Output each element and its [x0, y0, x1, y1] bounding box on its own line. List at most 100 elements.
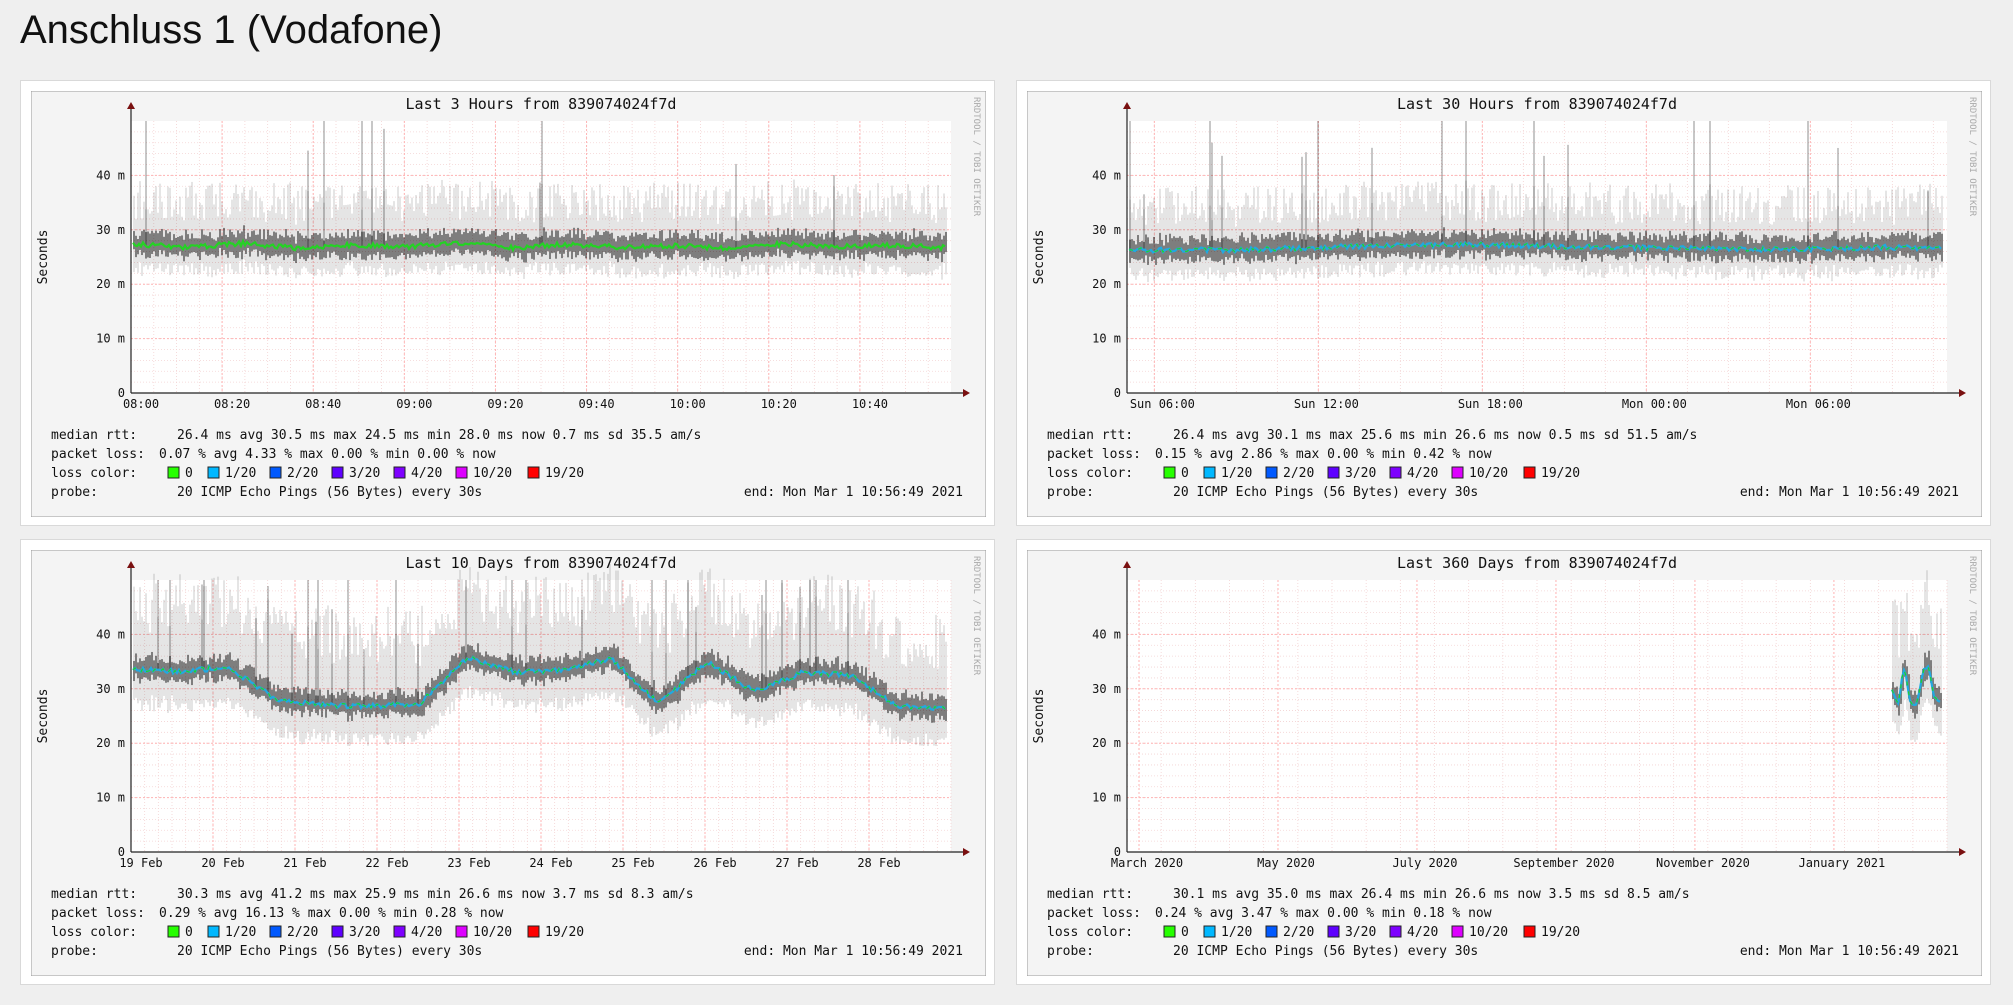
smoke-core	[579, 650, 581, 675]
smoke-column	[1735, 222, 1737, 267]
smoke-core	[1515, 231, 1517, 257]
smoke-core	[759, 232, 761, 255]
smoke-core	[471, 645, 473, 666]
smoke-column	[1937, 206, 1939, 272]
smoke-column	[1413, 190, 1415, 263]
smoke-column	[1341, 215, 1343, 272]
smoke-column	[531, 197, 533, 271]
smoke-core	[477, 643, 479, 673]
smoke-core	[379, 694, 381, 714]
chart-title: Last 30 Hours from 839074024f7d	[1397, 95, 1677, 113]
smoke-core	[377, 230, 379, 252]
smoke-core	[595, 230, 597, 255]
smoke-spike	[169, 580, 171, 672]
smoke-core	[787, 228, 789, 258]
smoke-column	[603, 572, 605, 699]
smoke-spike	[687, 580, 689, 678]
smoke-core	[623, 656, 625, 674]
smoke-column	[393, 201, 395, 270]
smoke-core	[669, 229, 671, 258]
smoke-column	[1741, 186, 1743, 271]
smoke-column	[855, 594, 857, 704]
smoke-column	[265, 612, 267, 723]
smoke-column	[889, 634, 891, 728]
smoke-core	[545, 231, 547, 255]
smoke-column	[161, 201, 163, 272]
smoke-column	[381, 205, 383, 264]
smoke-core	[1195, 239, 1197, 262]
smoke-column	[491, 611, 493, 706]
smoke-core	[537, 656, 539, 680]
smoke-column	[871, 210, 873, 274]
smoke-column	[323, 202, 325, 269]
smoke-column	[395, 211, 397, 276]
graph-card-3-hours[interactable]: Last 3 Hours from 839074024f7d RRDTOOL / …	[20, 80, 995, 526]
smoke-core	[221, 662, 223, 682]
smoke-column	[1875, 201, 1877, 276]
smoke-column	[1195, 186, 1197, 272]
graph-card-10-days[interactable]: Last 10 Days from 839074024f7d RRDTOOL / …	[20, 539, 995, 985]
smoke-column	[1291, 192, 1293, 275]
smoke-core	[275, 232, 277, 255]
smoke-core	[383, 699, 385, 719]
smoke-column	[837, 629, 839, 709]
smoke-column	[1419, 199, 1421, 269]
graph-card-30-hours[interactable]: Last 30 Hours from 839074024f7d RRDTOOL /…	[1016, 80, 1991, 526]
smoke-column	[1371, 202, 1373, 274]
smoke-column	[1901, 201, 1903, 276]
smoke-column	[937, 185, 939, 270]
smoke-core	[1709, 231, 1711, 257]
smoke-core	[883, 232, 885, 251]
smoke-column	[1269, 194, 1271, 273]
smoke-core	[295, 243, 297, 264]
smoke-column	[221, 201, 223, 265]
smoke-column	[1687, 206, 1689, 269]
smoke-core	[441, 235, 443, 254]
smoke-core	[1319, 233, 1321, 258]
smoke-column	[523, 601, 525, 701]
smoke-core	[1937, 232, 1939, 254]
smoke-column	[213, 204, 215, 271]
graph-card-360-days[interactable]: Last 360 Days from 839074024f7d RRDTOOL /…	[1016, 539, 1991, 985]
smoke-column	[517, 205, 519, 275]
smoke-column	[405, 195, 407, 273]
smoke-column	[489, 611, 491, 692]
smoke-column	[921, 193, 923, 273]
smoke-column	[205, 585, 207, 700]
smoke-core	[229, 229, 231, 252]
smoke-core	[1227, 238, 1229, 260]
smoke-column	[427, 645, 429, 730]
smoke-column	[465, 211, 467, 269]
smoke-core	[583, 233, 585, 256]
smoke-column	[809, 578, 811, 700]
smoke-column	[351, 213, 353, 262]
smoke-core	[179, 236, 181, 252]
smoke-column	[801, 188, 803, 268]
smoke-core	[359, 236, 361, 254]
smoke-column	[655, 613, 657, 735]
smoke-core	[353, 691, 355, 712]
smoke-core	[677, 233, 679, 251]
loss-color-label: loss color:	[51, 925, 137, 940]
smoke-core	[417, 237, 419, 258]
y-tick-label: 10 m	[1092, 791, 1121, 805]
smoke-column	[549, 623, 551, 703]
smoke-column	[555, 612, 557, 698]
smoke-column	[229, 214, 231, 264]
smoke-column	[699, 572, 701, 709]
smoke-core	[261, 678, 263, 696]
smoke-column	[883, 198, 885, 272]
smoke-column	[1425, 211, 1427, 274]
smoke-core	[193, 659, 195, 679]
x-tick-label: January 2021	[1799, 856, 1886, 870]
smoke-core	[1597, 230, 1599, 259]
probe-label: probe:	[51, 485, 98, 500]
smoke-core	[493, 655, 495, 672]
smoke-column	[833, 605, 835, 711]
smoke-column	[429, 186, 431, 269]
smoke-core	[1273, 239, 1275, 256]
smoke-column	[1857, 216, 1859, 274]
smoke-column	[1519, 184, 1521, 266]
smoke-core	[727, 655, 729, 680]
smoke-spike	[383, 128, 385, 245]
